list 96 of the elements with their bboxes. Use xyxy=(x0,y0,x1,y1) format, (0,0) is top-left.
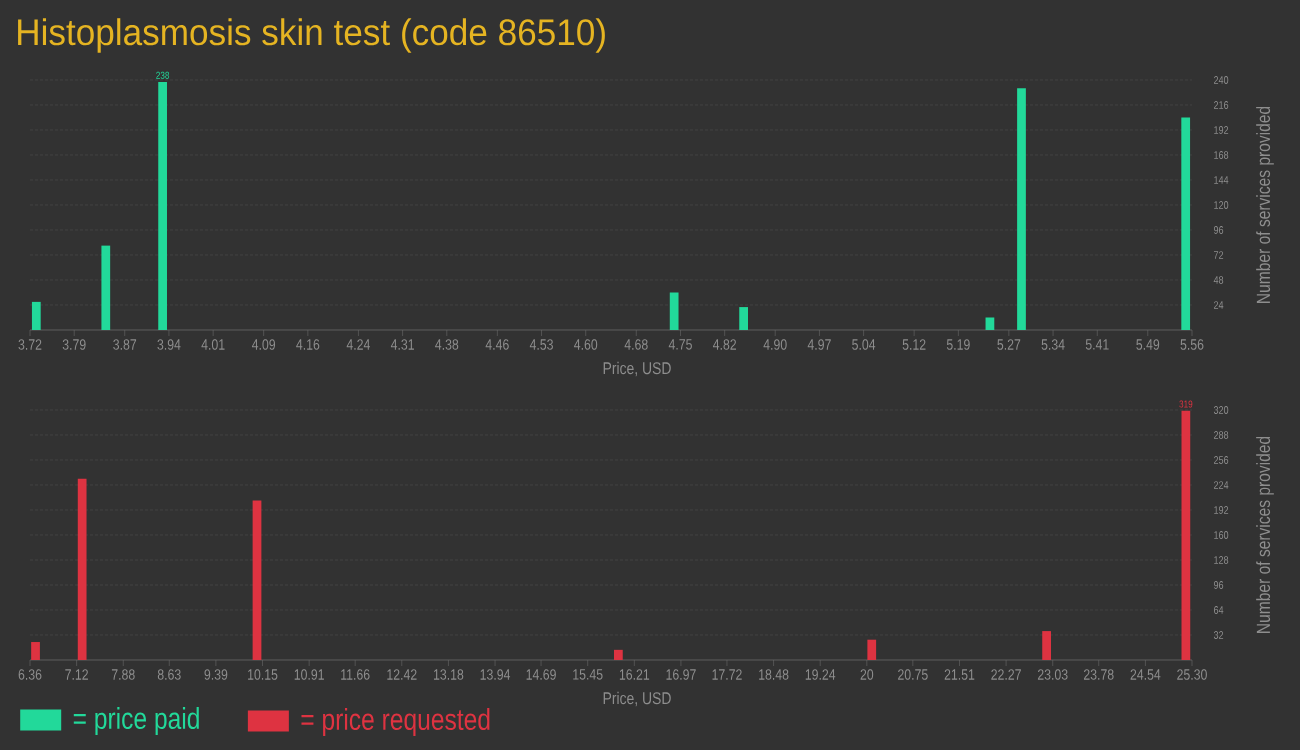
x-axis-title: Price, USD xyxy=(603,361,671,377)
x-tick-label: 4.09 xyxy=(251,339,276,350)
y-tick-label: 96 xyxy=(1213,581,1224,589)
x-tick-label: 4.90 xyxy=(763,339,787,350)
x-tick-label: 7.88 xyxy=(111,669,135,680)
y-tick-label: 192 xyxy=(1214,126,1229,134)
bar xyxy=(101,245,111,330)
x-tick-label: 4.31 xyxy=(390,339,414,350)
x-tick-label: 3.87 xyxy=(113,339,137,350)
y-tick-label: 64 xyxy=(1213,606,1224,614)
y-tick-label: 96 xyxy=(1213,226,1224,234)
x-tick-label: 5.19 xyxy=(946,339,970,350)
x-tick-label: 15.45 xyxy=(573,669,603,680)
x-tick-label: 25.30 xyxy=(1177,669,1207,680)
x-tick-label: 9.39 xyxy=(204,669,228,680)
x-tick-label: 7.12 xyxy=(65,669,88,680)
x-tick-label: 10.91 xyxy=(294,669,324,680)
x-tick-label: 14.69 xyxy=(526,669,556,680)
x-tick-label: 4.01 xyxy=(201,339,225,350)
y-tick-label: 256 xyxy=(1213,456,1229,464)
x-tick-label: 17.72 xyxy=(712,669,742,680)
x-tick-label: 4.53 xyxy=(529,339,553,350)
bar xyxy=(1181,117,1191,330)
x-tick-label: 22.27 xyxy=(991,669,1021,680)
bar xyxy=(1181,410,1191,660)
x-tick-label: 16.21 xyxy=(619,669,650,680)
x-tick-label: 21.51 xyxy=(944,669,975,680)
x-tick-label: 5.34 xyxy=(1041,339,1065,350)
y-tick-label: 216 xyxy=(1213,101,1229,109)
y-axis-title: Number of services provided xyxy=(1256,106,1274,303)
x-tick-label: 4.97 xyxy=(807,339,831,350)
x-tick-label: 6.36 xyxy=(18,669,42,680)
legend-label: = price paid xyxy=(73,707,199,735)
bar xyxy=(77,478,87,660)
x-tick-label: 4.60 xyxy=(574,339,598,350)
y-tick-label: 120 xyxy=(1214,201,1229,209)
bar xyxy=(985,317,995,330)
bar xyxy=(1017,88,1026,330)
x-tick-label: 4.46 xyxy=(485,339,509,350)
x-tick-label: 3.72 xyxy=(18,339,42,350)
legend-label: = price requested xyxy=(301,708,490,736)
data-label: 319 xyxy=(1179,400,1193,408)
bar xyxy=(158,82,167,330)
y-tick-label: 128 xyxy=(1214,556,1229,564)
x-tick-label: 19.24 xyxy=(805,669,836,680)
x-tick-label: 5.12 xyxy=(902,339,926,350)
x-tick-label: 5.27 xyxy=(997,339,1021,350)
y-tick-label: 224 xyxy=(1213,481,1229,489)
y-tick-label: 168 xyxy=(1214,151,1229,159)
x-tick-label: 8.63 xyxy=(157,669,181,680)
y-tick-label: 48 xyxy=(1213,276,1224,284)
bar xyxy=(1042,631,1051,660)
x-tick-label: 4.24 xyxy=(346,339,370,350)
y-tick-label: 192 xyxy=(1214,506,1229,514)
x-tick-label: 13.94 xyxy=(480,669,511,680)
bar xyxy=(739,307,748,330)
x-tick-label: 11.66 xyxy=(341,669,370,680)
y-tick-label: 72 xyxy=(1213,251,1224,259)
x-tick-label: 12.42 xyxy=(387,669,417,680)
x-tick-label: 4.16 xyxy=(296,339,320,350)
y-tick-label: 144 xyxy=(1214,176,1229,184)
x-tick-label: 5.41 xyxy=(1085,339,1109,350)
x-tick-label: 18.48 xyxy=(759,669,789,680)
bar xyxy=(669,292,679,330)
x-tick-label: 20.75 xyxy=(898,669,928,680)
x-tick-label: 24.54 xyxy=(1130,669,1161,680)
x-tick-label: 13.18 xyxy=(433,669,464,680)
bar xyxy=(31,301,41,330)
x-tick-label: 4.68 xyxy=(624,339,648,350)
x-tick-label: 10.15 xyxy=(248,669,278,680)
x-tick-label: 16.97 xyxy=(666,669,696,680)
x-tick-label: 23.78 xyxy=(1083,669,1114,680)
x-tick-label: 3.94 xyxy=(157,339,181,350)
x-tick-label: 5.56 xyxy=(1180,339,1204,350)
bar xyxy=(613,649,623,660)
chart-title: Histoplasmosis skin test (code 86510) xyxy=(18,18,605,53)
x-tick-label: 5.49 xyxy=(1136,339,1160,350)
data-label: 238 xyxy=(156,71,170,79)
y-tick-label: 32 xyxy=(1213,631,1224,639)
bar xyxy=(31,642,40,660)
y-tick-label: 320 xyxy=(1213,406,1229,414)
y-tick-label: 288 xyxy=(1213,431,1229,439)
bar xyxy=(867,639,877,660)
x-tick-label: 4.82 xyxy=(712,339,737,350)
x-tick-label: 20 xyxy=(860,669,874,680)
y-tick-label: 240 xyxy=(1213,76,1229,84)
x-tick-label: 4.75 xyxy=(668,339,692,350)
bar xyxy=(252,500,262,660)
x-tick-label: 23.03 xyxy=(1037,669,1068,680)
y-tick-label: 160 xyxy=(1214,531,1229,539)
x-tick-label: 3.79 xyxy=(62,339,86,350)
y-tick-label: 24 xyxy=(1213,301,1224,309)
y-axis-title: Number of services provided xyxy=(1256,436,1274,633)
x-tick-label: 4.38 xyxy=(435,339,459,350)
x-tick-label: 5.04 xyxy=(852,339,876,350)
x-axis-title: Price, USD xyxy=(603,691,671,707)
